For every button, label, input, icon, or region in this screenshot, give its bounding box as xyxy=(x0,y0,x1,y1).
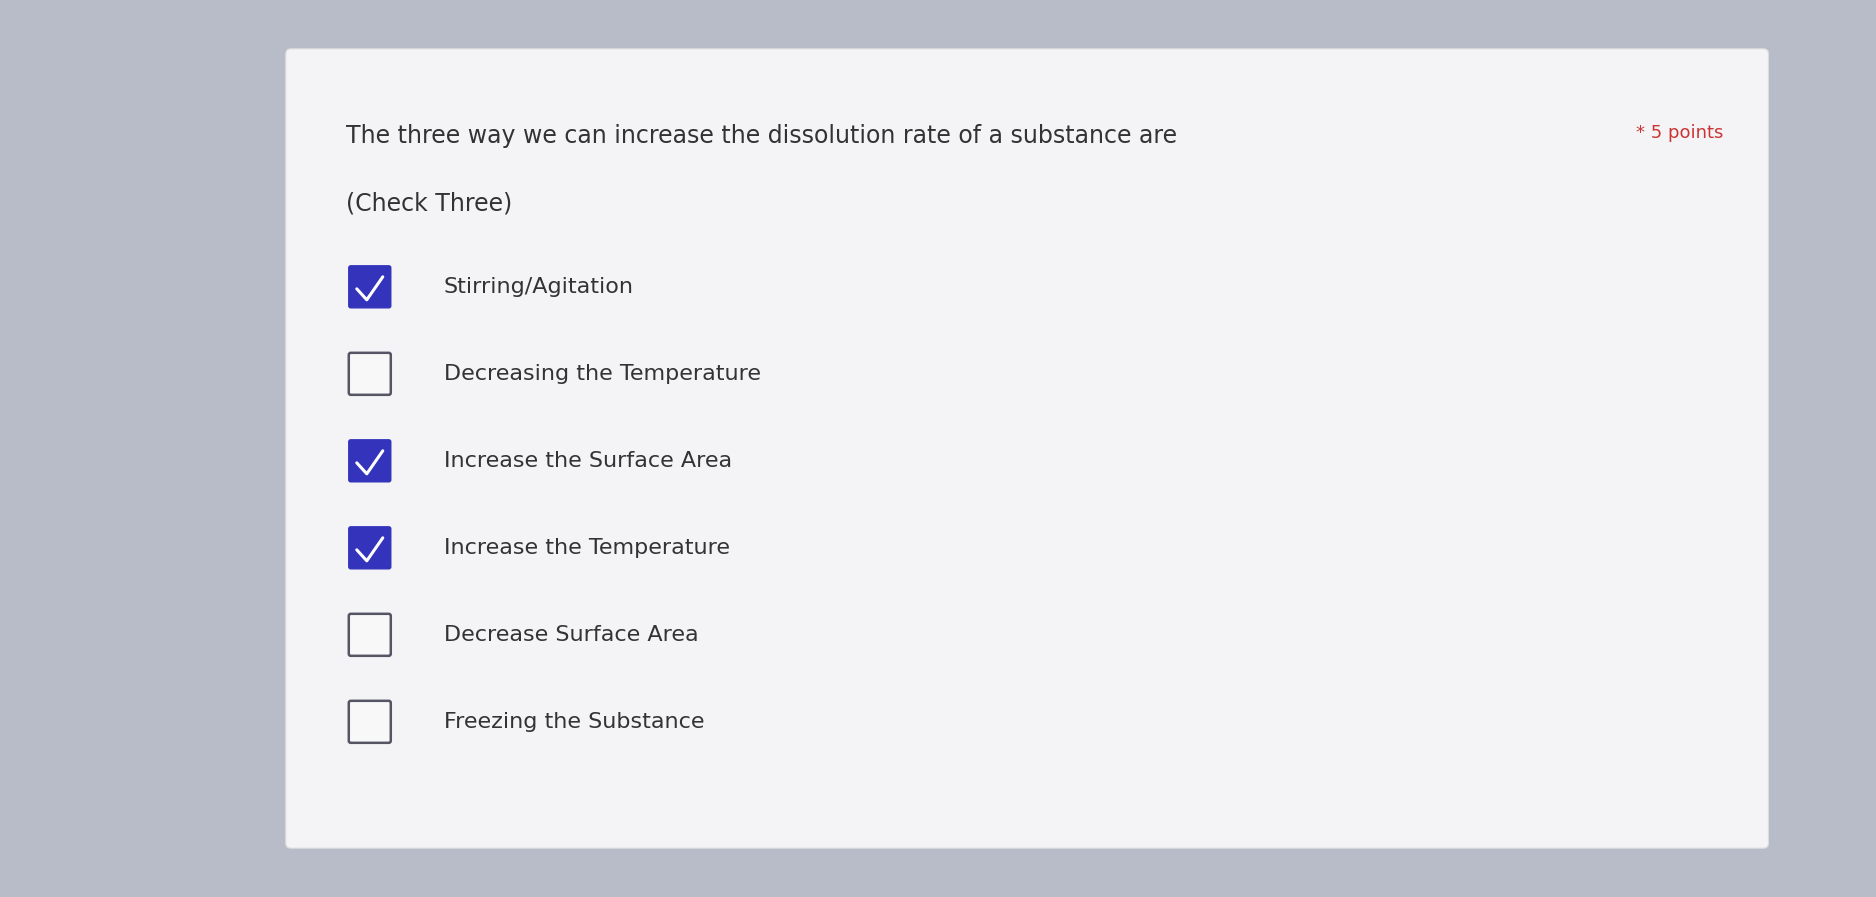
FancyBboxPatch shape xyxy=(285,48,1769,849)
Text: Decrease Surface Area: Decrease Surface Area xyxy=(445,625,698,645)
Text: Decreasing the Temperature: Decreasing the Temperature xyxy=(445,364,762,384)
FancyBboxPatch shape xyxy=(349,353,390,395)
Text: Increase the Surface Area: Increase the Surface Area xyxy=(445,451,732,471)
Text: Freezing the Substance: Freezing the Substance xyxy=(445,712,704,732)
FancyBboxPatch shape xyxy=(349,527,390,569)
FancyBboxPatch shape xyxy=(349,614,390,656)
Text: * 5 points: * 5 points xyxy=(1636,124,1724,142)
FancyBboxPatch shape xyxy=(349,440,390,482)
FancyBboxPatch shape xyxy=(349,266,390,308)
FancyBboxPatch shape xyxy=(349,701,390,743)
Text: The three way we can increase the dissolution rate of a substance are: The three way we can increase the dissol… xyxy=(345,124,1176,148)
Text: Stirring/Agitation: Stirring/Agitation xyxy=(445,277,634,297)
Text: Increase the Temperature: Increase the Temperature xyxy=(445,538,730,558)
Text: (Check Three): (Check Three) xyxy=(345,192,512,216)
